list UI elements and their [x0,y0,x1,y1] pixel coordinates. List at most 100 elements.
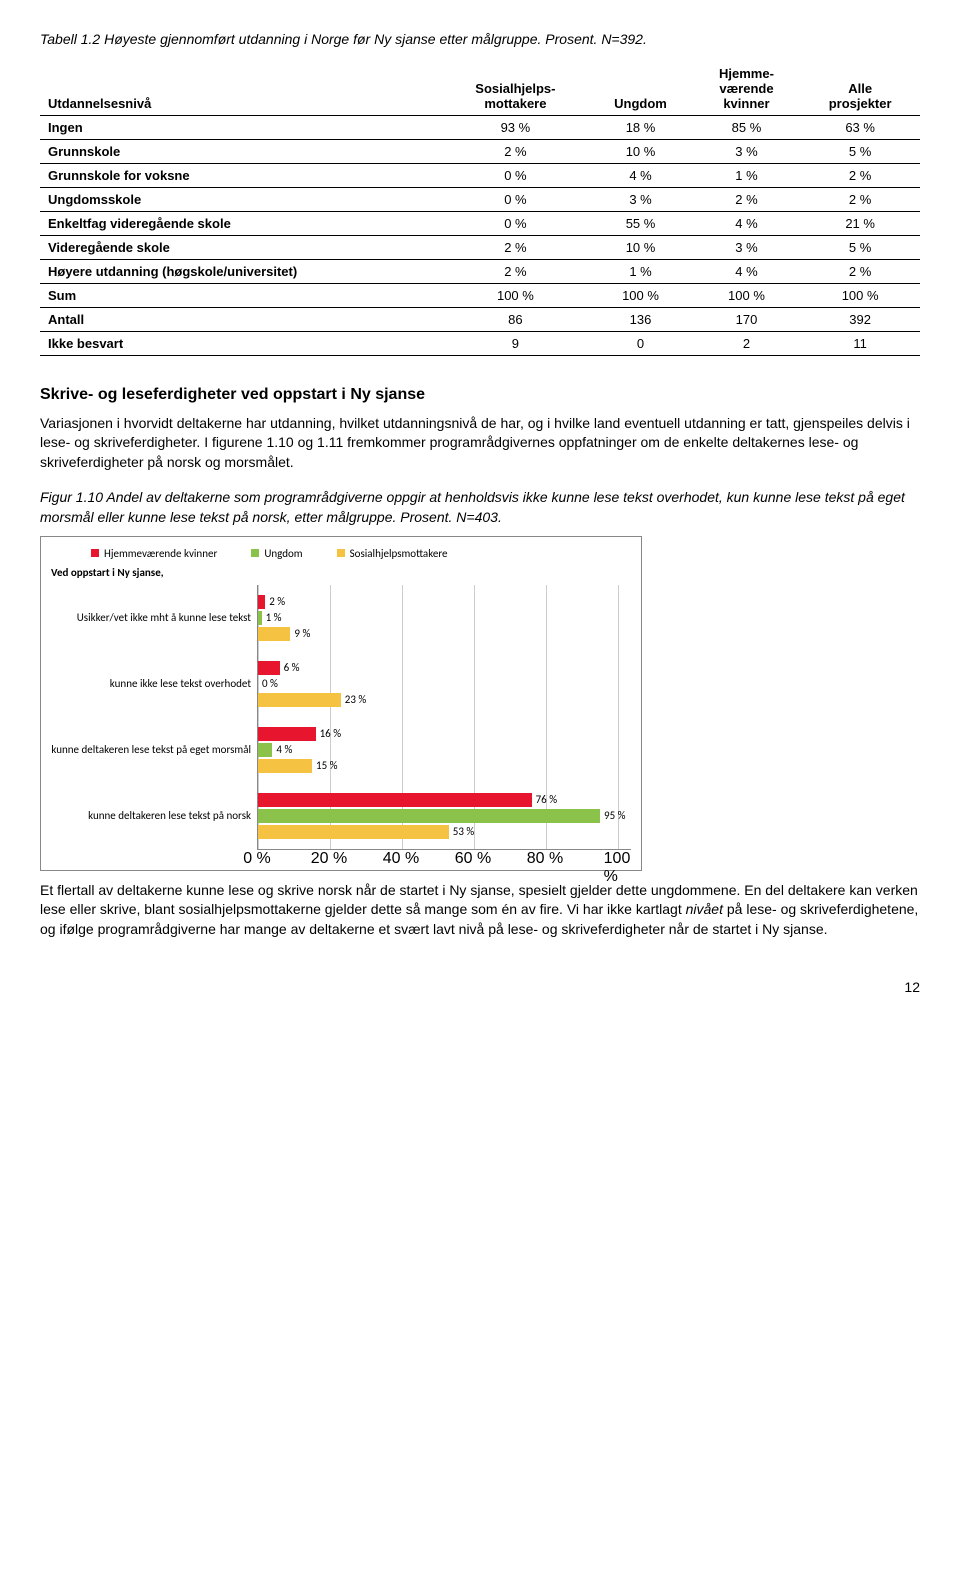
row-label: Grunnskole for voksne [40,163,442,187]
page-number: 12 [40,979,920,995]
chart-bar [258,627,290,641]
bar-value-label: 95 % [604,809,626,822]
table-cell: 86 [442,307,588,331]
table-cell: 5 % [800,235,920,259]
x-tick-label: 40 % [383,850,419,868]
table-cell: 1 % [588,259,692,283]
row-label: Ingen [40,115,442,139]
legend-swatch [251,549,259,557]
chart-category-label: kunne deltakeren lese tekst på norsk [51,783,251,849]
table-header: Hjemme-værendekvinner [693,62,801,116]
chart-bar [258,793,532,807]
table-cell: 2 % [442,235,588,259]
chart-legend: Hjemmeværende kvinnerUngdomSosialhjelpsm… [91,547,631,560]
chart-bar [258,743,272,757]
table-cell: 10 % [588,139,692,163]
row-label: Antall [40,307,442,331]
bar-value-label: 2 % [269,595,285,608]
table-caption: Tabell 1.2 Høyeste gjennomført utdanning… [40,30,920,50]
bar-value-label: 23 % [345,693,367,706]
chart-bar [258,661,280,675]
section-title: Skrive- og leseferdigheter ved oppstart … [40,386,920,404]
table-cell: 0 % [442,187,588,211]
table-cell: 170 [693,307,801,331]
chart-category-label: kunne deltakeren lese tekst på eget mors… [51,717,251,783]
table-cell: 2 % [693,187,801,211]
paragraph-2: Et flertall av deltakerne kunne lese og … [40,881,920,940]
table-cell: 63 % [800,115,920,139]
table-cell: 4 % [588,163,692,187]
table-row: Grunnskole2 %10 %3 %5 % [40,139,920,163]
legend-item: Ungdom [251,547,302,560]
table-cell: 2 [693,331,801,355]
chart-bar [258,595,265,609]
row-label: Videregående skole [40,235,442,259]
x-tick-label: 100 % [604,850,631,886]
table-row: Sum100 %100 %100 %100 % [40,283,920,307]
chart-category-labels: Usikker/vet ikke mht å kunne lese tekstk… [51,585,257,850]
table-cell: 0 % [442,211,588,235]
bar-value-label: 1 % [266,611,282,624]
bar-value-label: 6 % [284,661,300,674]
row-label: Ungdomsskole [40,187,442,211]
table-cell: 3 % [588,187,692,211]
bar-chart: Hjemmeværende kvinnerUngdomSosialhjelpsm… [40,536,642,871]
table-cell: 100 % [442,283,588,307]
bar-value-label: 4 % [276,743,292,756]
figure-caption: Figur 1.10 Andel av deltakerne som progr… [40,488,920,527]
table-row: Antall86136170392 [40,307,920,331]
table-cell: 4 % [693,211,801,235]
table-header: Utdannelsesnivå [40,62,442,116]
chart-y-title: Ved oppstart i Ny sjanse, [51,566,631,579]
bar-value-label: 15 % [316,759,338,772]
table-row: Ikke besvart90211 [40,331,920,355]
row-label: Enkeltfag videregående skole [40,211,442,235]
table-header: Sosialhjelps-mottakere [442,62,588,116]
bar-value-label: 16 % [320,727,342,740]
chart-x-axis: 0 %20 %40 %60 %80 %100 % [257,850,631,866]
table-cell: 9 [442,331,588,355]
chart-category-label: kunne ikke lese tekst overhodet [51,651,251,717]
chart-bar [258,611,262,625]
table-cell: 21 % [800,211,920,235]
table-row: Enkeltfag videregående skole0 %55 %4 %21… [40,211,920,235]
table-cell: 2 % [800,259,920,283]
table-cell: 11 [800,331,920,355]
bar-value-label: 53 % [453,825,475,838]
table-cell: 10 % [588,235,692,259]
table-cell: 136 [588,307,692,331]
table-cell: 2 % [442,259,588,283]
table-cell: 18 % [588,115,692,139]
row-label: Grunnskole [40,139,442,163]
table-cell: 100 % [800,283,920,307]
table-row: Grunnskole for voksne0 %4 %1 %2 % [40,163,920,187]
table-cell: 0 % [442,163,588,187]
bar-value-label: 9 % [294,627,310,640]
x-tick-label: 80 % [527,850,563,868]
table-cell: 2 % [800,187,920,211]
table-cell: 5 % [800,139,920,163]
table-cell: 55 % [588,211,692,235]
x-tick-label: 60 % [455,850,491,868]
table-cell: 93 % [442,115,588,139]
legend-label: Sosialhjelpsmottakere [350,547,448,560]
chart-category-label: Usikker/vet ikke mht å kunne lese tekst [51,585,251,651]
table-cell: 3 % [693,235,801,259]
table-cell: 0 [588,331,692,355]
chart-bar [258,693,341,707]
chart-bar [258,825,449,839]
paragraph-1: Variasjonen i hvorvidt deltakerne har ut… [40,414,920,473]
x-tick-label: 0 % [243,850,271,868]
table-cell: 85 % [693,115,801,139]
table-cell: 100 % [588,283,692,307]
table-row: Ungdomsskole0 %3 %2 %2 % [40,187,920,211]
legend-swatch [91,549,99,557]
table-cell: 100 % [693,283,801,307]
table-row: Ingen93 %18 %85 %63 % [40,115,920,139]
x-tick-label: 20 % [311,850,347,868]
education-table: UtdannelsesnivåSosialhjelps-mottakere Ung… [40,62,920,356]
table-cell: 1 % [693,163,801,187]
table-cell: 2 % [800,163,920,187]
chart-plot-area: 2 %1 %9 %6 %0 %23 %16 %4 %15 %76 %95 %53… [257,585,631,850]
chart-bar [258,727,316,741]
